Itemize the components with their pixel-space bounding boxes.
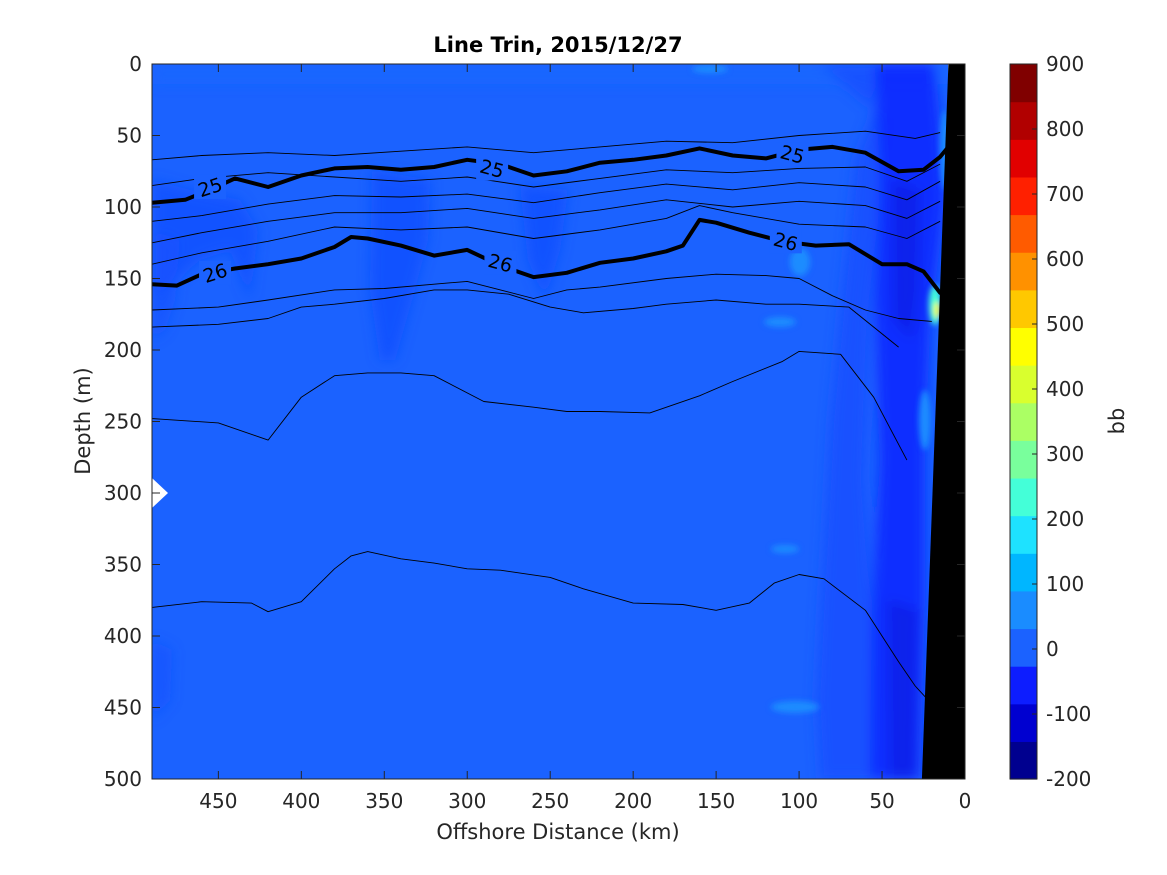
y-axis-title: Depth (m) <box>71 367 95 474</box>
contour-label-gap <box>776 142 809 167</box>
x-tick-label: 150 <box>697 789 735 813</box>
field-highlight <box>692 65 728 73</box>
y-tick-label: 100 <box>104 195 142 219</box>
contour-label-gap <box>199 260 232 285</box>
y-tick-label: 500 <box>104 767 142 791</box>
field-highlight <box>919 390 931 450</box>
y-tick-label: 350 <box>104 553 142 577</box>
field-highlight <box>771 545 799 553</box>
colorbar-tick-label: 300 <box>1046 442 1084 466</box>
colorbar-tick-label: 100 <box>1046 572 1084 596</box>
y-tick-label: 400 <box>104 624 142 648</box>
colorbar-segment <box>1010 590 1037 630</box>
x-axis-ticks: 450 400 350 300 250 200 150 100 50 0 <box>199 64 971 813</box>
colorbar-frame <box>1009 63 1038 780</box>
field-highlight <box>771 701 819 713</box>
colorbar-segment <box>1010 703 1037 742</box>
contour-line <box>152 205 941 265</box>
colorbar-tick-label: 500 <box>1046 312 1084 336</box>
field-patch <box>520 185 568 300</box>
field-patch <box>152 640 172 720</box>
contour-line-25 <box>152 144 951 205</box>
colorbar-segment <box>1010 365 1037 404</box>
x-tick-label: 0 <box>959 789 972 813</box>
y-axis-ticks: 0 50 100 150 200 250 300 350 400 450 500 <box>104 52 965 791</box>
colorbar-tick-label: 0 <box>1046 637 1059 661</box>
colorbar-segment <box>1010 666 1037 705</box>
colorbar-segment <box>1010 741 1037 780</box>
colorbar-segment <box>1010 289 1037 329</box>
colorbar-tick-label: 600 <box>1046 247 1084 271</box>
colorbar-segment <box>1010 214 1037 253</box>
contour-label-gap <box>769 229 802 254</box>
x-tick-label: 250 <box>531 789 569 813</box>
field-patches <box>152 64 965 779</box>
colorbar-segment <box>1010 101 1037 140</box>
y-tick-label: 450 <box>104 696 142 720</box>
contour-label-gap <box>484 250 517 275</box>
y-tick-label: 300 <box>104 481 142 505</box>
contour-line <box>152 199 941 244</box>
colorbar-segment <box>1010 477 1037 517</box>
y-tick-label: 150 <box>104 267 142 291</box>
field-highlights <box>692 65 950 713</box>
colorbar: 900 800 700 600 500 400 300 200 100 0 -100 -200 <box>1009 52 1091 791</box>
colorbar-segment <box>1010 628 1037 667</box>
contour-line <box>152 180 941 222</box>
contour-line <box>152 350 908 461</box>
colorbar-segment <box>1010 515 1037 554</box>
field-patch <box>370 170 430 360</box>
y-tick-label: 0 <box>129 52 142 76</box>
colorbar-segment <box>1010 553 1037 592</box>
colorbar-tick-label: 800 <box>1046 117 1084 141</box>
colorbar-tick-label: 200 <box>1046 507 1084 531</box>
chart-title: Line Trin, 2015/12/27 <box>433 33 682 57</box>
contour-line <box>152 163 941 188</box>
contour-label-gap <box>476 156 509 181</box>
x-tick-label: 200 <box>614 789 652 813</box>
x-tick-label: 50 <box>869 789 894 813</box>
contour-line <box>152 273 932 322</box>
colorbar-segment <box>1010 139 1037 178</box>
colorbar-segment <box>1010 327 1037 366</box>
field-patch <box>892 180 920 340</box>
field-patch <box>888 600 918 779</box>
contour-label-gap <box>194 174 227 199</box>
x-tick-label: 300 <box>448 789 486 813</box>
thin-contours <box>152 130 941 701</box>
field-highlight <box>934 302 940 318</box>
colorbar-label: bb <box>1105 408 1129 435</box>
colorbar-segment <box>1010 64 1037 103</box>
contour-line <box>152 130 941 161</box>
colorbar-tick-label: 400 <box>1046 377 1084 401</box>
contour-line <box>152 289 899 348</box>
x-tick-label: 450 <box>199 789 237 813</box>
shelf-wedge <box>921 64 965 779</box>
field-patch <box>816 64 885 779</box>
field-highlight <box>790 248 810 276</box>
y-tick-label: 50 <box>117 124 142 148</box>
colorbar-tick-label: -200 <box>1046 767 1091 791</box>
x-tick-label: 400 <box>282 789 320 813</box>
y-tick-label: 250 <box>104 410 142 434</box>
field-highlight <box>764 317 796 327</box>
contour-line-26 <box>152 217 943 295</box>
colorbar-segment <box>1010 176 1037 216</box>
x-tick-label: 350 <box>365 789 403 813</box>
field-patch <box>152 64 965 84</box>
colorbar-segment <box>1010 440 1037 479</box>
x-axis-title: Offshore Distance (km) <box>436 820 679 844</box>
colorbar-tick-label: 900 <box>1046 52 1084 76</box>
colorbar-segment <box>1010 252 1037 291</box>
colorbar-tick-label: 700 <box>1046 182 1084 206</box>
x-tick-label: 100 <box>780 789 818 813</box>
y-tick-label: 200 <box>104 338 142 362</box>
colorbar-tick-label: -100 <box>1046 702 1091 726</box>
contour-line <box>152 551 929 701</box>
colorbar-segment <box>1010 402 1037 441</box>
